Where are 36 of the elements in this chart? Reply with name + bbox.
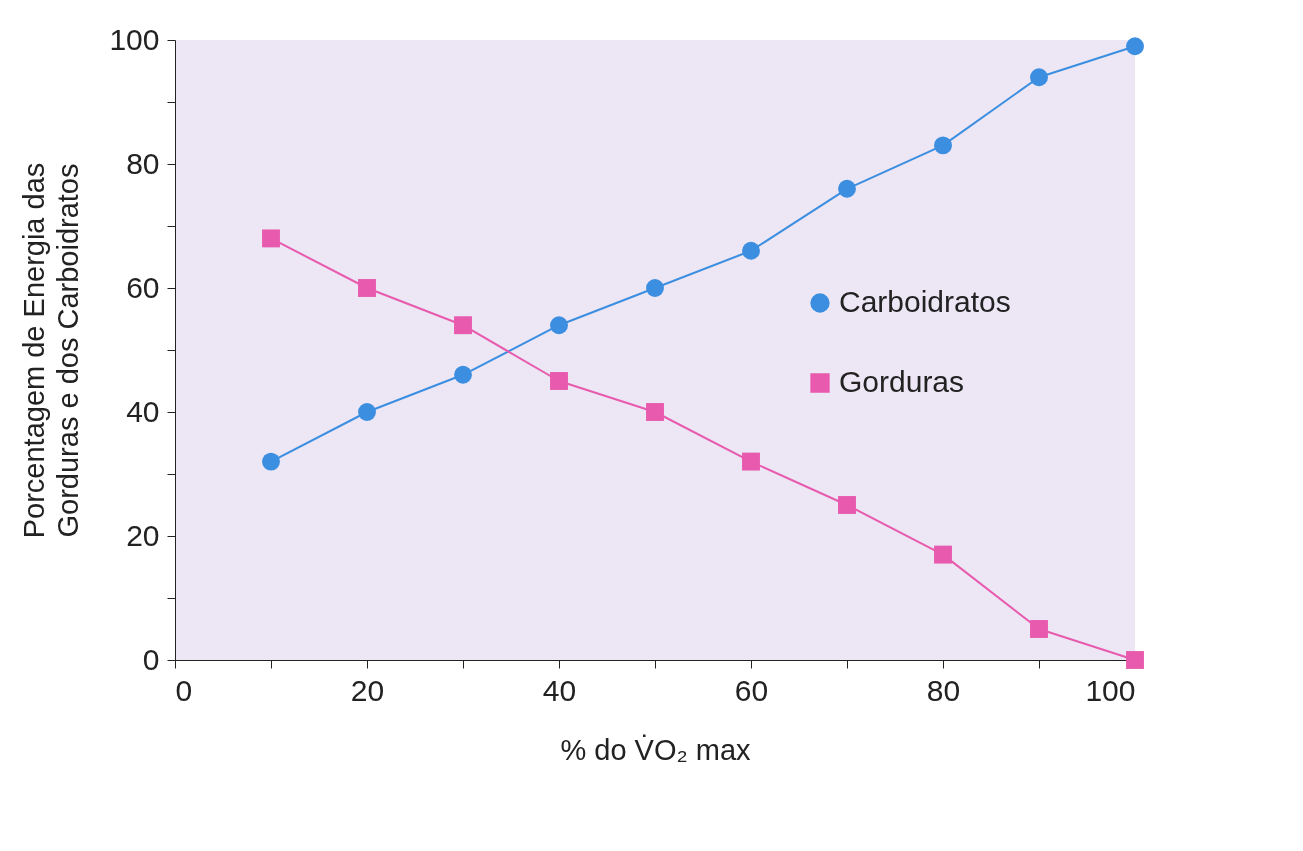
point xyxy=(550,372,568,390)
point xyxy=(262,452,280,471)
point xyxy=(550,316,568,335)
point xyxy=(646,403,664,421)
x-axis-title: % do V̇O₂ max xyxy=(560,733,752,766)
y-tick-label: 40 xyxy=(126,394,160,428)
y-tick-label: 20 xyxy=(126,518,160,552)
point xyxy=(934,545,952,564)
point xyxy=(1126,651,1144,669)
point xyxy=(742,452,760,471)
y-tick-label: 0 xyxy=(142,642,160,676)
point xyxy=(934,136,952,155)
x-tick-label: 60 xyxy=(734,673,769,707)
point xyxy=(454,365,472,384)
legend-label: Carboidratos xyxy=(839,285,1011,318)
point xyxy=(838,496,856,514)
x-tick-label: 20 xyxy=(350,673,385,707)
x-tick-label: 40 xyxy=(542,673,577,707)
point xyxy=(838,179,856,198)
legend-label: Gorduras xyxy=(839,365,965,398)
x-tick-label: 80 xyxy=(926,673,961,707)
point xyxy=(646,279,664,297)
y-tick-label: 100 xyxy=(109,22,160,56)
y-axis-title: Porcentagem de Energia das Gorduras e dos Carboidratos xyxy=(18,162,85,539)
point xyxy=(1030,620,1048,638)
y-tick-label: 80 xyxy=(126,146,160,180)
point xyxy=(358,279,376,297)
point xyxy=(1126,37,1144,56)
point xyxy=(742,241,760,260)
point xyxy=(454,316,472,335)
point xyxy=(262,229,280,248)
y-tick-label: 60 xyxy=(126,270,160,304)
x-tick-label: 100 xyxy=(1085,673,1136,707)
x-tick-label: 0 xyxy=(175,673,193,707)
point xyxy=(1030,68,1048,87)
point xyxy=(358,403,376,421)
